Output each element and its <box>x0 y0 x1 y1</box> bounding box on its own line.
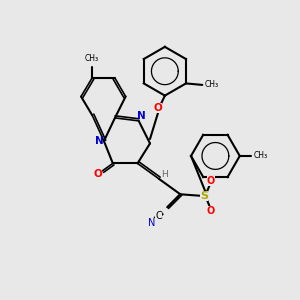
Text: S: S <box>200 191 208 201</box>
Text: H: H <box>161 170 168 179</box>
Text: CH₃: CH₃ <box>253 152 267 160</box>
Text: O: O <box>94 169 102 179</box>
Text: CH₃: CH₃ <box>85 54 99 63</box>
Text: N: N <box>148 218 155 228</box>
Text: C: C <box>155 211 162 221</box>
Text: CH₃: CH₃ <box>204 80 218 89</box>
Text: N: N <box>95 136 104 146</box>
Text: O: O <box>207 176 215 186</box>
Text: O: O <box>153 103 162 113</box>
Text: N: N <box>137 111 146 122</box>
Text: O: O <box>207 206 215 216</box>
